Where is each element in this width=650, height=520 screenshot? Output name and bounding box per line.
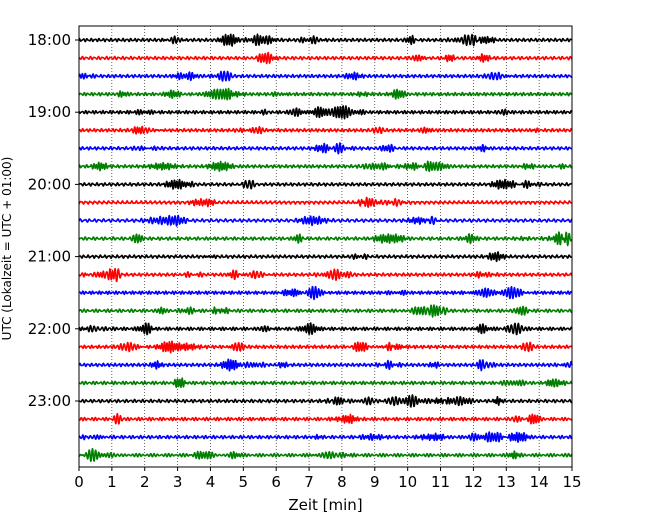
tick-group: 0 1 2 3 4 5 6 7 8 9 10 11 12 13 14 1518:0019:0020:0021:… [28, 31, 582, 491]
trace-1915 [78, 125, 573, 135]
y-tick-label: 18:00 [28, 31, 71, 49]
x-tick-label: 12 [464, 473, 483, 491]
trace-2115 [78, 267, 573, 283]
trace-1930 [78, 142, 573, 155]
trace-group [78, 33, 573, 463]
trace-2045 [78, 231, 573, 247]
trace-1815 [78, 51, 573, 65]
x-axis-label: Zeit [min] [288, 496, 362, 514]
x-tick-label: 4 [206, 473, 216, 491]
x-tick-label: 14 [530, 473, 549, 491]
x-tick-label: 0 [74, 473, 84, 491]
x-tick-label: 13 [497, 473, 516, 491]
x-tick-label: 6 [271, 473, 281, 491]
trace-2030 [78, 214, 573, 227]
y-tick-label: 20:00 [28, 175, 71, 193]
trace-2315 [78, 413, 573, 425]
y-tick-label: 23:00 [28, 392, 71, 410]
trace-1800 [78, 33, 573, 47]
x-tick-label: 2 [140, 473, 150, 491]
trace-1845 [78, 87, 573, 101]
trace-2100 [78, 251, 573, 263]
x-tick-label: 7 [304, 473, 314, 491]
y-tick-label: 22:00 [28, 320, 71, 338]
plot-frame [78, 25, 573, 468]
trace-2330 [78, 431, 573, 443]
y-axis-label: UTC (Lokalzeit = UTC + 01:00) [0, 157, 14, 341]
y-tick-label: 19:00 [28, 103, 71, 121]
trace-2200 [78, 322, 573, 336]
x-tick-label: 15 [562, 473, 581, 491]
trace-1945 [78, 160, 573, 173]
x-tick-label: 9 [370, 473, 380, 491]
x-tick-label: 5 [239, 473, 249, 491]
trace-2000 [78, 178, 573, 190]
x-tick-label: 10 [398, 473, 417, 491]
trace-2345 [78, 447, 573, 463]
trace-2300 [78, 394, 573, 408]
x-tick-label: 8 [337, 473, 347, 491]
trace-2130 [78, 285, 573, 301]
trace-1900 [78, 105, 573, 120]
x-tick-label: 11 [431, 473, 450, 491]
trace-2015 [78, 196, 573, 208]
trace-2145 [78, 304, 573, 318]
trace-1830 [78, 70, 573, 82]
trace-2230 [78, 358, 573, 372]
y-tick-label: 21:00 [28, 248, 71, 266]
trace-2215 [78, 340, 573, 354]
trace-2245 [78, 377, 573, 389]
x-tick-label: 1 [107, 473, 117, 491]
x-tick-label: 3 [173, 473, 183, 491]
